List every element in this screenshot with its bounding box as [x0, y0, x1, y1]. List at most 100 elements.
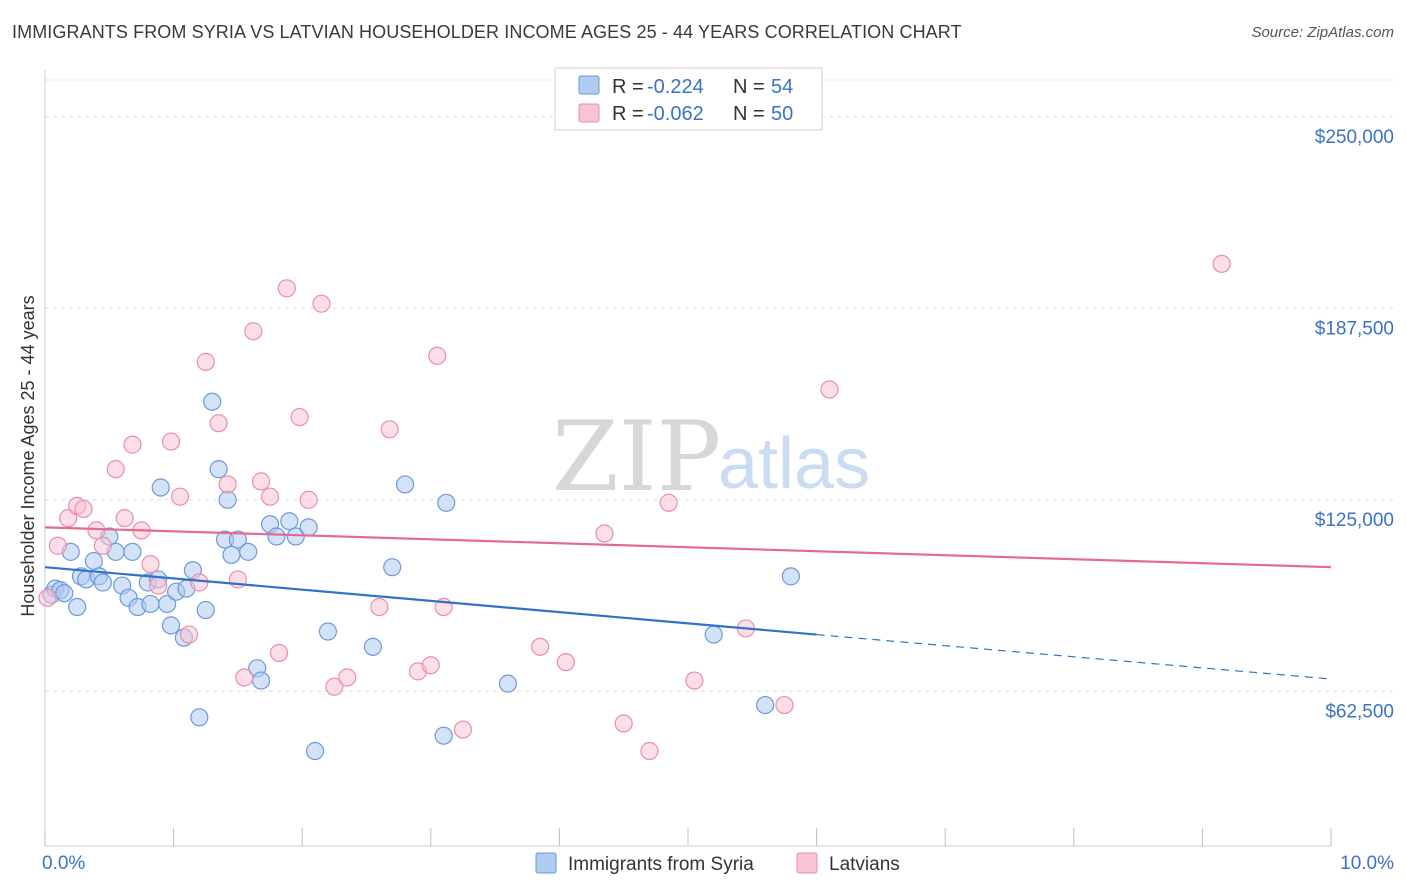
series-legend-swatch-syria — [535, 852, 557, 874]
y-tick-label: $250,000 — [1315, 127, 1394, 148]
stats-legend-n-value-latvians: 50 — [771, 103, 793, 125]
watermark: ZIP atlas — [552, 401, 870, 513]
point-latvians — [251, 472, 271, 491]
watermark-zip: ZIP — [552, 401, 721, 513]
x-tick-label-max: 10.0% — [1340, 853, 1394, 874]
point-syria — [222, 545, 241, 565]
point-latvians — [93, 536, 112, 555]
point-latvians — [380, 420, 399, 439]
point-latvians — [338, 668, 357, 687]
point-latvians — [614, 714, 633, 733]
point-latvians — [531, 637, 550, 656]
y-tick-label: $125,000 — [1315, 510, 1394, 531]
point-latvians — [775, 695, 794, 715]
point-syria — [363, 637, 383, 656]
point-syria — [286, 527, 305, 546]
point-syria — [141, 594, 160, 614]
series-legend-label-syria: Immigrants from Syria — [568, 854, 754, 875]
point-syria — [158, 594, 177, 614]
stats-legend: R = -0.224 N = 54 R = -0.062 N = 50 — [554, 67, 823, 131]
point-latvians — [640, 741, 659, 761]
point-latvians — [115, 509, 134, 528]
point-latvians — [87, 521, 106, 540]
point-latvians — [595, 524, 614, 543]
trend-lines — [44, 526, 1332, 680]
point-latvians — [74, 499, 93, 519]
stats-legend-n-label-syria: N = — [733, 76, 765, 98]
point-latvians — [161, 432, 181, 451]
point-latvians — [312, 294, 331, 313]
point-latvians — [428, 346, 447, 365]
series-legend-swatch-latvians — [796, 852, 818, 874]
point-latvians — [38, 588, 57, 607]
point-latvians — [244, 322, 263, 341]
stats-legend-swatch-syria — [578, 75, 600, 95]
point-syria — [781, 567, 800, 586]
point-syria — [280, 512, 299, 531]
point-syria — [151, 478, 170, 497]
point-syria — [123, 542, 142, 561]
point-latvians — [659, 493, 678, 512]
trend-line-syria — [44, 566, 817, 636]
point-latvians — [179, 625, 199, 644]
point-syria — [267, 527, 286, 546]
point-syria — [161, 616, 181, 635]
point-latvians — [685, 671, 704, 690]
point-syria — [498, 674, 518, 693]
point-latvians — [269, 643, 289, 663]
point-syria — [209, 460, 228, 479]
point-latvians — [277, 279, 296, 298]
point-syria — [434, 726, 453, 745]
point-latvians — [235, 668, 254, 687]
point-latvians — [820, 380, 839, 399]
point-latvians — [453, 720, 473, 739]
point-syria — [756, 695, 775, 715]
point-syria — [305, 741, 325, 761]
point-syria — [383, 558, 402, 577]
point-syria — [190, 708, 209, 727]
point-latvians — [290, 407, 309, 427]
point-latvians — [218, 475, 237, 494]
point-latvians — [48, 536, 67, 555]
point-latvians — [209, 414, 228, 433]
x-tick-label-min: 0.0% — [42, 853, 85, 874]
stats-legend-r-value-syria: -0.224 — [647, 76, 704, 98]
point-syria — [318, 622, 338, 641]
point-latvians — [370, 597, 389, 617]
point-latvians — [106, 460, 125, 479]
trend-line-syria-extension — [816, 633, 1332, 680]
point-latvians — [1212, 254, 1231, 273]
series-legend: Immigrants from Syria Latvians — [535, 852, 900, 875]
point-syria — [239, 542, 258, 561]
chart-source: Source: ZipAtlas.com — [1251, 24, 1394, 41]
point-syria — [299, 518, 318, 537]
point-latvians — [299, 490, 318, 509]
scatter-points — [38, 254, 1231, 761]
point-syria — [93, 573, 112, 592]
y-tick-label: $187,500 — [1315, 318, 1394, 339]
point-latvians — [59, 509, 78, 528]
point-syria — [704, 625, 723, 644]
point-syria — [68, 597, 87, 617]
y-tick-label: $62,500 — [1325, 701, 1394, 722]
point-syria — [437, 493, 456, 512]
point-latvians — [421, 656, 440, 675]
point-latvians — [556, 653, 575, 672]
point-syria — [251, 671, 271, 690]
series-legend-label-latvians: Latvians — [829, 854, 900, 875]
point-latvians — [325, 677, 344, 696]
point-syria — [228, 530, 247, 549]
stats-legend-swatch-latvians — [578, 103, 600, 123]
point-syria — [395, 475, 415, 494]
stats-legend-r-label-syria: R = — [612, 76, 644, 98]
point-syria — [55, 584, 74, 603]
watermark-atlas: atlas — [718, 424, 870, 504]
chart-title: IMMIGRANTS FROM SYRIA VS LATVIAN HOUSEHO… — [12, 22, 962, 42]
point-syria — [203, 392, 222, 411]
point-latvians — [149, 576, 168, 595]
point-syria — [84, 551, 103, 571]
trend-line-latvians — [44, 526, 1332, 569]
point-latvians — [141, 555, 160, 574]
point-latvians — [123, 435, 142, 454]
